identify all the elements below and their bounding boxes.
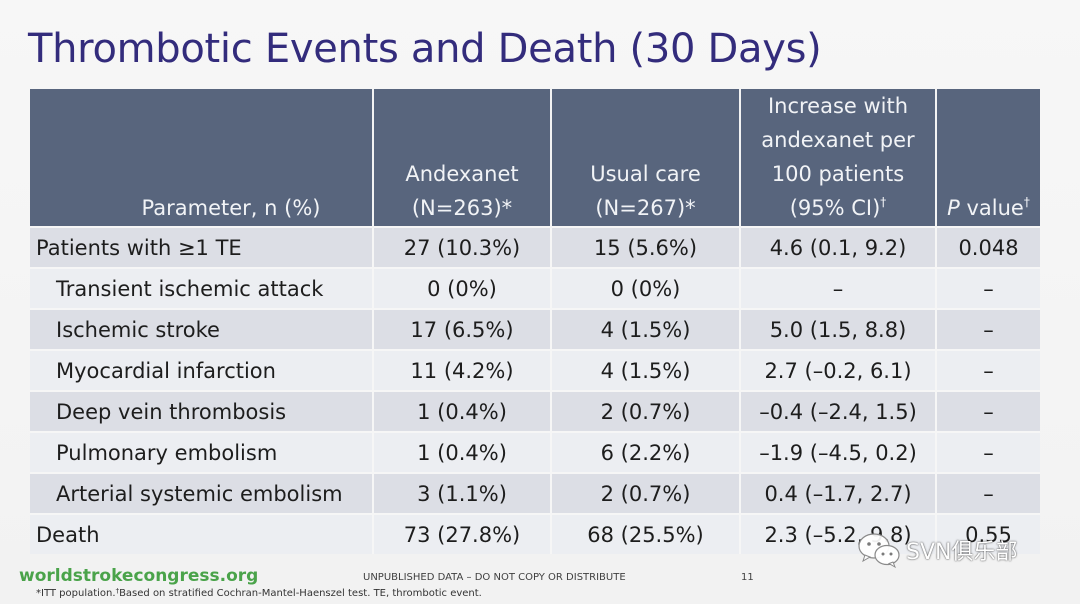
row-label: Pulmonary embolism: [30, 431, 374, 473]
wechat-icon: [858, 533, 900, 569]
table-row: Ischemic stroke 17 (6.5%) 4 (1.5%) 5.0 (…: [30, 308, 1040, 350]
row-label: Death: [30, 513, 374, 554]
watermark-text: SVN俱乐部: [906, 540, 1018, 565]
cell-p-value: 0.55: [936, 513, 1040, 554]
row-label: Deep vein thrombosis: [30, 390, 374, 432]
table-header-row: Parameter, n (%) Andexanet (N=263)* Usua…: [30, 89, 1040, 227]
row-label: Ischemic stroke: [30, 308, 374, 350]
header-parameter: Parameter, n (%): [30, 89, 374, 227]
cell-increase: –: [740, 267, 937, 309]
cell-usual-care: 2 (0.7%): [551, 472, 741, 514]
header-increase: Increase with andexanet per 100 patients…: [740, 89, 937, 227]
cell-usual-care: 68 (25.5%): [551, 513, 741, 554]
cell-usual-care: 6 (2.2%): [551, 431, 741, 473]
cell-p-value: –: [936, 267, 1040, 309]
cell-usual-care: 2 (0.7%): [551, 390, 741, 432]
row-label: Transient ischemic attack: [30, 267, 374, 309]
table-row: Transient ischemic attack 0 (0%) 0 (0%) …: [30, 267, 1040, 309]
cell-usual-care: 0 (0%): [551, 267, 741, 309]
cell-p-value: 0.048: [936, 226, 1040, 268]
cell-increase: 5.0 (1.5, 8.8): [740, 308, 937, 350]
cell-p-value: –: [936, 431, 1040, 473]
row-label: Myocardial infarction: [30, 349, 374, 391]
cell-andexanet: 27 (10.3%): [373, 226, 552, 268]
cell-andexanet: 0 (0%): [373, 267, 552, 309]
cell-andexanet: 1 (0.4%): [373, 431, 552, 473]
table-row: Patients with ≥1 TE 27 (10.3%) 15 (5.6%)…: [30, 226, 1040, 268]
cell-p-value: –: [936, 349, 1040, 391]
unpublished-notice: UNPUBLISHED DATA – DO NOT COPY OR DISTRI…: [363, 572, 626, 583]
dagger-mark: †: [115, 587, 120, 595]
cell-usual-care: 4 (1.5%): [551, 349, 741, 391]
cell-andexanet: 11 (4.2%): [373, 349, 552, 391]
table-row: Pulmonary embolism 1 (0.4%) 6 (2.2%) –1.…: [30, 431, 1040, 473]
cell-andexanet: 1 (0.4%): [373, 390, 552, 432]
cell-increase: 2.3 (–5.2, 9.8): [740, 513, 937, 554]
slide-title: Thrombotic Events and Death (30 Days): [28, 26, 822, 72]
cell-p-value: –: [936, 390, 1040, 432]
table-row: Myocardial infarction 11 (4.2%) 4 (1.5%)…: [30, 349, 1040, 391]
header-p-value: P value†: [936, 89, 1040, 227]
header-usual-care: Usual care (N=267)*: [551, 89, 741, 227]
footnote: *ITT population.†Based on stratified Coc…: [36, 587, 482, 600]
page-number: 11: [741, 572, 754, 583]
cell-andexanet: 3 (1.1%): [373, 472, 552, 514]
dagger-mark: †: [880, 195, 887, 209]
cell-p-value: –: [936, 472, 1040, 514]
table-row: Death 73 (27.8%) 68 (25.5%) 2.3 (–5.2, 9…: [30, 513, 1040, 554]
cell-andexanet: 17 (6.5%): [373, 308, 552, 350]
cell-andexanet: 73 (27.8%): [373, 513, 552, 554]
row-label: Patients with ≥1 TE: [30, 226, 374, 268]
header-andexanet: Andexanet (N=263)*: [373, 89, 552, 227]
cell-increase: –0.4 (–2.4, 1.5): [740, 390, 937, 432]
watermark: SVN俱乐部: [856, 530, 1017, 570]
congress-logo: worldstrokecongress.org: [19, 566, 259, 586]
cell-p-value: –: [936, 308, 1040, 350]
cell-usual-care: 15 (5.6%): [551, 226, 741, 268]
table-row: Deep vein thrombosis 1 (0.4%) 2 (0.7%) –…: [30, 390, 1040, 432]
row-label: Arterial systemic embolism: [30, 472, 374, 514]
table-row: Arterial systemic embolism 3 (1.1%) 2 (0…: [30, 472, 1040, 514]
cell-increase: 4.6 (0.1, 9.2): [740, 226, 937, 268]
cell-increase: 2.7 (–0.2, 6.1): [740, 349, 937, 391]
dagger-mark: †: [1023, 195, 1030, 209]
cell-increase: 0.4 (–1.7, 2.7): [740, 472, 937, 514]
cell-usual-care: 4 (1.5%): [551, 308, 741, 350]
cell-increase: –1.9 (–4.5, 0.2): [740, 431, 937, 473]
thrombotic-events-table: Parameter, n (%) Andexanet (N=263)* Usua…: [30, 89, 1040, 554]
